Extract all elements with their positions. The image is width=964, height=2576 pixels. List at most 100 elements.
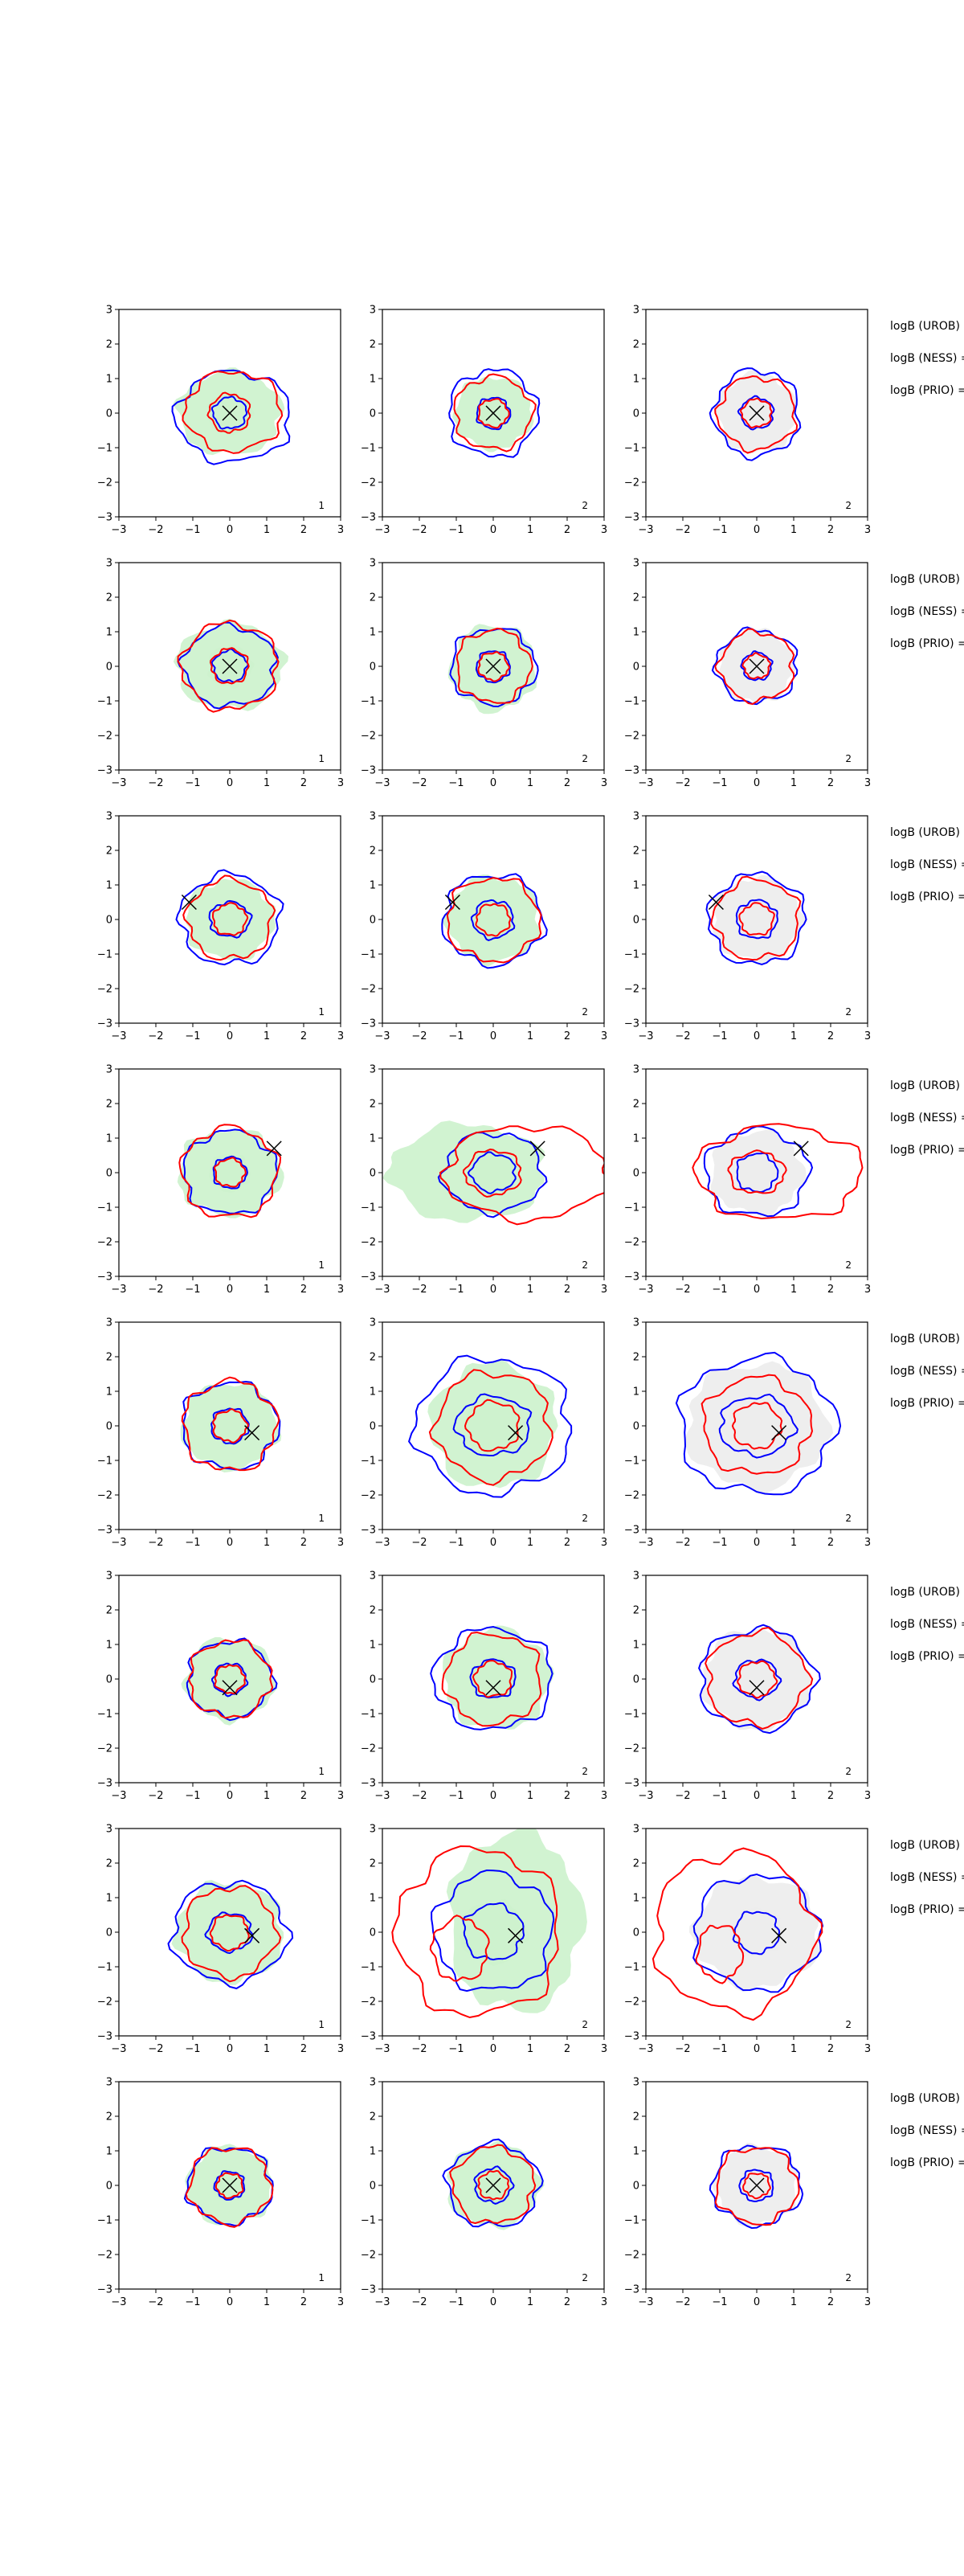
truth-marker: [266, 1141, 282, 1157]
panel-label: 2: [582, 2272, 588, 2283]
y-tick-label: 2: [106, 2111, 112, 2123]
x-tick-label: 0: [754, 2043, 760, 2055]
contour-blue: [431, 1869, 555, 1992]
y-tick-label: 3: [106, 2077, 112, 2089]
x-tick-label: 2: [564, 2296, 570, 2308]
x-tick-label: 2: [564, 524, 570, 536]
x-tick-label: 0: [490, 1030, 496, 1042]
x-tick-label: 3: [601, 1284, 607, 1296]
x-tick-label: 2: [300, 1790, 307, 1802]
panel-label: 1: [318, 1513, 325, 1524]
y-tick-label: −2: [361, 1743, 376, 1755]
y-tick-label: −2: [361, 2250, 376, 2262]
x-tick-label: 0: [490, 777, 496, 789]
y-tick-label: 2: [633, 339, 639, 351]
contour-red: [441, 1631, 542, 1727]
x-tick-label: 0: [227, 2296, 233, 2308]
x-tick-label: −3: [111, 1030, 126, 1042]
contour-blue: [476, 396, 512, 431]
truth-marker: [749, 1680, 765, 1696]
x-tick-label: −2: [675, 2296, 690, 2308]
contour-red: [692, 1123, 864, 1220]
x-tick-label: 2: [564, 1284, 570, 1296]
x-tick-label: 3: [601, 1537, 607, 1549]
y-tick-label: −1: [97, 443, 112, 455]
y-tick-label: 3: [106, 1064, 112, 1076]
y-tick-label: −3: [624, 1018, 639, 1030]
x-tick-label: −3: [111, 524, 126, 536]
density-fill: [206, 1910, 253, 1954]
y-tick-label: −1: [624, 1962, 639, 1974]
y-tick-label: −1: [361, 1456, 376, 1468]
y-tick-label: 3: [633, 1571, 639, 1583]
x-tick-label: 3: [864, 1790, 871, 1802]
contour-blue: [212, 1155, 248, 1190]
y-tick-label: −3: [361, 1018, 376, 1030]
y-tick-label: −1: [624, 1709, 639, 1721]
y-tick-label: −2: [97, 1997, 112, 2009]
x-tick-label: 1: [790, 1537, 797, 1549]
contour-blue: [430, 1625, 553, 1730]
truth-marker: [485, 2177, 501, 2193]
x-tick-label: −3: [111, 777, 126, 789]
x-tick-label: 0: [227, 1790, 233, 1802]
contour-red: [727, 1149, 787, 1194]
truth-marker: [508, 1425, 524, 1441]
y-tick-label: 3: [106, 558, 112, 570]
row-annotation: logB (UROB) =: [890, 826, 964, 839]
x-tick-label: −3: [638, 1537, 653, 1549]
y-tick-label: −3: [361, 1778, 376, 1790]
contour-blue: [473, 2165, 515, 2205]
y-tick-label: −3: [624, 1525, 639, 1537]
x-tick-label: −1: [185, 777, 200, 789]
contour-blue: [210, 1407, 250, 1445]
row-annotation: logB (UROB) =: [890, 1079, 964, 1092]
x-tick-label: −1: [448, 2043, 464, 2055]
x-tick-label: 3: [337, 1537, 344, 1549]
subplot-r5-c1: −3−3 −2 −2 −1 −1 0 0 1 1 2 2 3 3 1: [97, 1317, 344, 1550]
y-tick-label: 1: [106, 2146, 112, 2158]
y-tick-label: −1: [624, 2215, 639, 2227]
x-tick-label: −2: [411, 524, 427, 536]
x-tick-label: −1: [448, 777, 464, 789]
contour-blue: [738, 2169, 774, 2203]
contour-blue: [407, 1354, 573, 1498]
row-annotation: logB (UROB) =: [890, 1586, 964, 1599]
x-tick-label: 3: [337, 2296, 344, 2308]
y-tick-label: 3: [370, 811, 376, 823]
y-tick-label: 1: [106, 374, 112, 386]
contour-blue: [692, 1873, 824, 1993]
y-tick-label: 2: [370, 846, 376, 858]
x-tick-label: 2: [827, 2296, 834, 2308]
y-tick-label: −3: [97, 1272, 112, 1284]
contour-red: [472, 1660, 513, 1698]
x-tick-label: 1: [263, 2043, 270, 2055]
y-tick-label: 0: [370, 1168, 376, 1180]
y-tick-label: 1: [633, 374, 639, 386]
panel-label: 2: [845, 753, 852, 764]
y-tick-label: 3: [106, 1824, 112, 1836]
y-tick-label: 0: [370, 1674, 376, 1686]
y-tick-label: −2: [624, 2250, 639, 2262]
y-tick-label: −2: [361, 1490, 376, 1502]
x-tick-label: −2: [411, 2296, 427, 2308]
truth-marker: [485, 658, 501, 674]
y-tick-label: −1: [361, 696, 376, 708]
x-tick-label: 3: [337, 1790, 344, 1802]
x-tick-label: −2: [148, 524, 163, 536]
x-tick-label: −1: [185, 524, 200, 536]
y-tick-label: 2: [106, 592, 112, 604]
y-tick-label: 1: [370, 374, 376, 386]
y-tick-label: −2: [624, 1237, 639, 1249]
row-annotation: logB (NESS) =: [890, 605, 964, 618]
x-tick-label: −1: [712, 777, 727, 789]
y-tick-label: −2: [624, 731, 639, 743]
row-annotation: logB (UROB) =: [890, 1839, 964, 1852]
x-tick-label: 3: [864, 2043, 871, 2055]
y-tick-label: 2: [633, 592, 639, 604]
x-tick-label: 1: [790, 2043, 797, 2055]
x-tick-label: 3: [864, 2296, 871, 2308]
subplot-r8-c1: −3−3 −2 −2 −1 −1 0 0 1 1 2 2 3 3 1: [97, 2077, 344, 2309]
y-tick-label: 1: [370, 1133, 376, 1145]
x-tick-label: −1: [712, 2296, 727, 2308]
